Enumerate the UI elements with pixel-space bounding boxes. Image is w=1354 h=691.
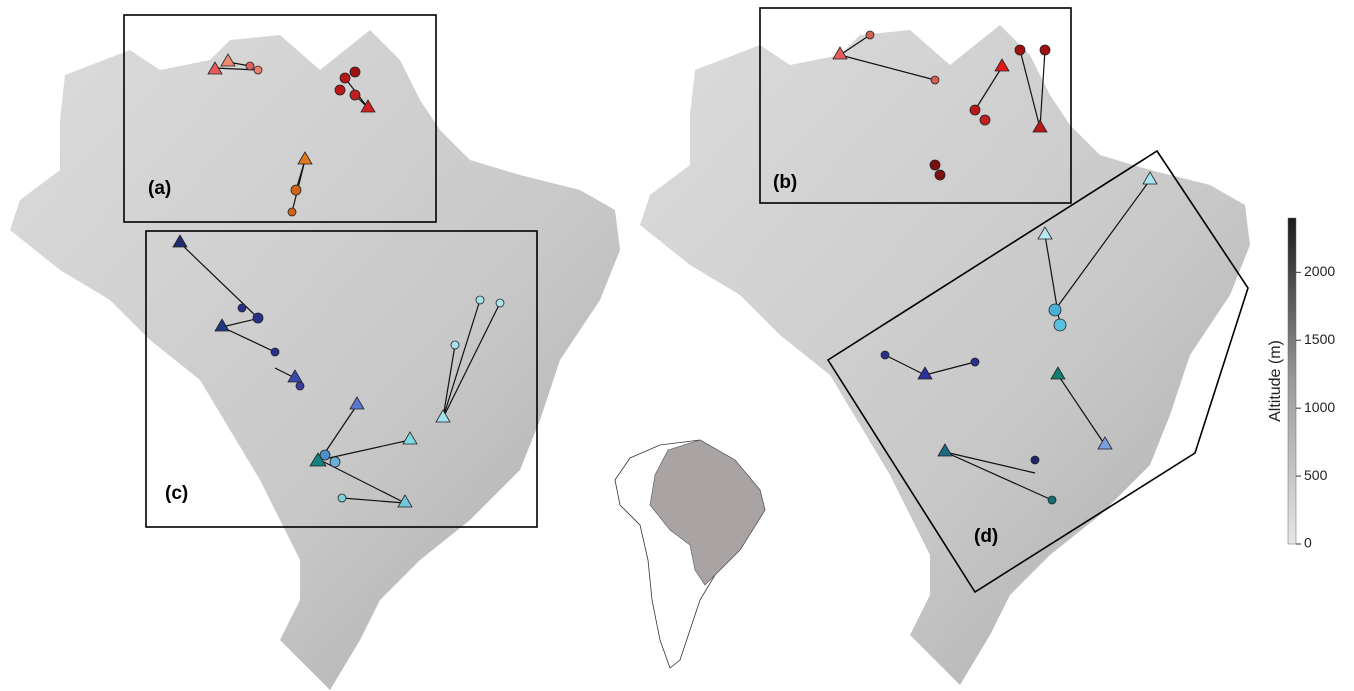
tick-label: 1000 [1304,399,1335,415]
tick-label: 2000 [1304,263,1335,279]
inset-map [615,440,765,668]
colorbar: Altitude (m) 0 500 1000 1500 2000 [1267,218,1335,551]
panel-label: (b) [773,172,797,193]
brazil-shape [640,25,1250,685]
figure: (a) (c) (b) (d) [0,0,1354,691]
panel-label: (a) [148,178,171,199]
tick-label: 0 [1304,535,1312,551]
colorbar-scale [1288,218,1296,544]
colorbar-label: Altitude (m) [1267,340,1284,422]
tick-label: 1500 [1304,331,1335,347]
panel-label: (c) [165,483,188,504]
map-right: (b) (d) [640,8,1250,685]
brazil-shape [10,30,620,690]
map-left: (a) (c) [10,15,620,690]
panel-label: (d) [974,526,998,547]
tick-label: 500 [1304,467,1328,483]
